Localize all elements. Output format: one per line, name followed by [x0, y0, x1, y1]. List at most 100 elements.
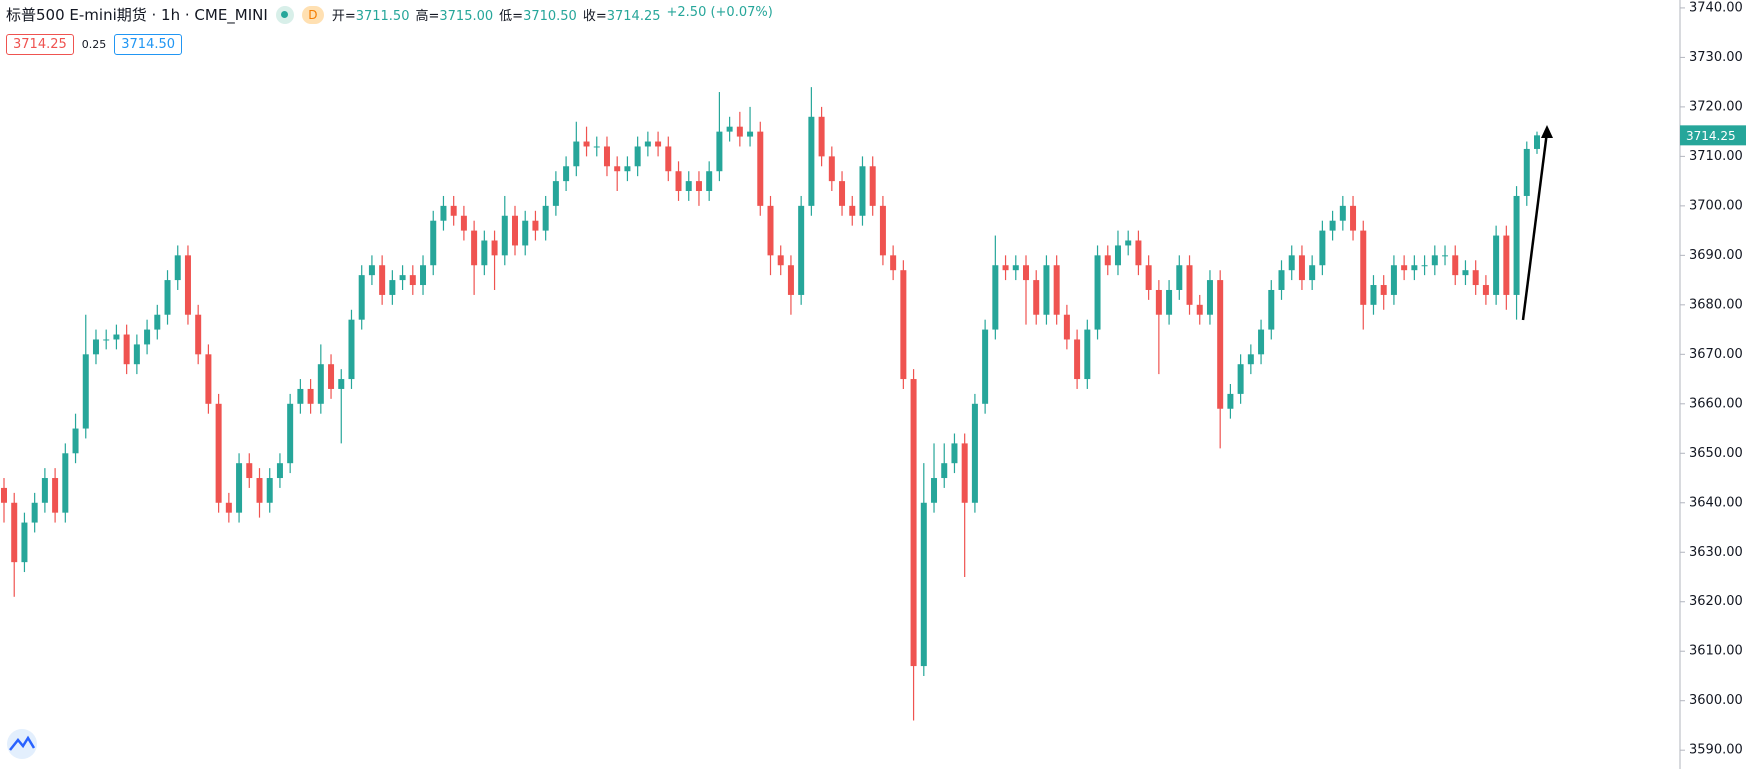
candle-body	[726, 126, 733, 132]
candle-body	[1074, 339, 1081, 380]
trade-panel: 3714.25 0.25 3714.50	[6, 34, 183, 55]
y-tick-label: 3630.00	[1689, 545, 1743, 560]
candle-body	[798, 205, 805, 295]
candle-body	[72, 428, 79, 454]
ohlc-item: +2.50 (+0.07%)	[667, 5, 773, 24]
candle-body	[1155, 289, 1162, 315]
buy-price[interactable]: 3714.50	[114, 34, 183, 55]
candle-body	[1084, 329, 1091, 380]
ohlc-value: +2.50 (+0.07%)	[666, 5, 773, 20]
candle-body	[317, 364, 324, 404]
candle-body	[82, 354, 89, 429]
candle-body	[777, 255, 784, 266]
candle-body	[573, 141, 580, 167]
candle-body	[1063, 314, 1070, 340]
ohlc-item: 收=3714.25	[583, 5, 661, 24]
candle-body	[1217, 280, 1224, 409]
y-tick-label: 3610.00	[1689, 644, 1743, 659]
ohlc-legend: 开=3711.50 高=3715.00 低=3710.50 收=3714.25 +2.5…	[332, 5, 773, 24]
candle-body	[1513, 195, 1520, 295]
candle-body	[941, 463, 948, 479]
candle-body	[328, 364, 335, 389]
candle-body	[808, 116, 815, 206]
candle-body	[890, 255, 897, 271]
status-dot[interactable]	[275, 5, 294, 24]
y-tick-label: 3590.00	[1689, 743, 1743, 758]
ohlc-label: 收=	[582, 9, 607, 24]
candle-body	[736, 126, 743, 137]
y-tick-label: 3650.00	[1689, 446, 1743, 461]
candle-body	[1002, 265, 1009, 271]
candle-body	[11, 502, 18, 563]
candle-body	[603, 146, 610, 167]
candle-body	[931, 478, 938, 503]
candle-body	[583, 141, 590, 147]
candle-body	[767, 205, 774, 256]
candle-body	[62, 453, 69, 513]
candle-body	[787, 265, 794, 295]
candle-body	[552, 181, 559, 206]
candle-body	[338, 379, 345, 389]
last-price-label: 3714.25	[1686, 129, 1736, 143]
candle-body	[287, 403, 294, 464]
candle-body	[655, 141, 662, 147]
candle-body	[1176, 265, 1183, 290]
delay-badge[interactable]: D	[301, 5, 324, 24]
candle-body	[1043, 265, 1050, 315]
candle-body	[1329, 220, 1336, 231]
symbol-title: 标普500 E-mini期货 · 1h · CME_MINI	[6, 6, 268, 24]
ohlc-item: 高=3715.00	[415, 5, 493, 24]
candle-body	[532, 220, 539, 231]
y-tick-label: 3660.00	[1689, 396, 1743, 411]
candle-body	[1237, 364, 1244, 394]
candle-body	[1104, 255, 1111, 266]
candle-body	[1309, 265, 1316, 281]
candle-body	[236, 463, 243, 513]
candle-body	[1, 487, 7, 503]
candle-body	[52, 478, 59, 513]
candle-body	[1196, 304, 1203, 315]
candle-body	[123, 334, 130, 365]
candle-body	[399, 275, 406, 281]
candle-body	[1206, 280, 1213, 315]
candle-body	[1493, 235, 1500, 295]
candle-body	[1278, 270, 1285, 290]
candle-body	[1145, 265, 1152, 290]
candle-body	[818, 116, 825, 157]
candle-body	[133, 344, 140, 365]
y-tick-label: 3740.00	[1689, 0, 1743, 15]
candle-body	[1114, 245, 1121, 266]
ohlc-value: 3710.50	[523, 9, 577, 24]
y-tick-label: 3720.00	[1689, 99, 1743, 114]
candle-body	[1523, 148, 1530, 196]
candle-body	[103, 339, 110, 341]
y-tick-label: 3680.00	[1689, 297, 1743, 312]
candle-body	[716, 131, 723, 172]
candle-body	[184, 255, 191, 315]
candle-body	[910, 379, 917, 667]
y-tick-label: 3710.00	[1689, 149, 1743, 164]
candle-body	[1319, 230, 1326, 266]
candle-body	[839, 181, 846, 206]
candle-body	[624, 166, 631, 172]
candle-body	[644, 141, 651, 147]
candle-body	[389, 280, 396, 295]
candle-body	[1442, 255, 1449, 257]
candle-body	[1258, 329, 1265, 355]
candle-body	[757, 131, 764, 206]
candle-body	[409, 275, 416, 286]
candle-body	[900, 270, 907, 380]
trend-arrow	[1521, 125, 1553, 321]
candle-body	[460, 215, 467, 231]
candle-body	[368, 265, 375, 276]
candle-body	[92, 339, 99, 355]
candle-body	[471, 230, 478, 266]
sell-price[interactable]: 3714.25	[6, 34, 74, 55]
candle-body	[1472, 270, 1479, 286]
candle-body	[1462, 270, 1469, 276]
candle-body	[174, 255, 181, 281]
candle-body	[276, 463, 283, 479]
candle-body	[951, 443, 958, 464]
candle-body	[1053, 265, 1060, 315]
